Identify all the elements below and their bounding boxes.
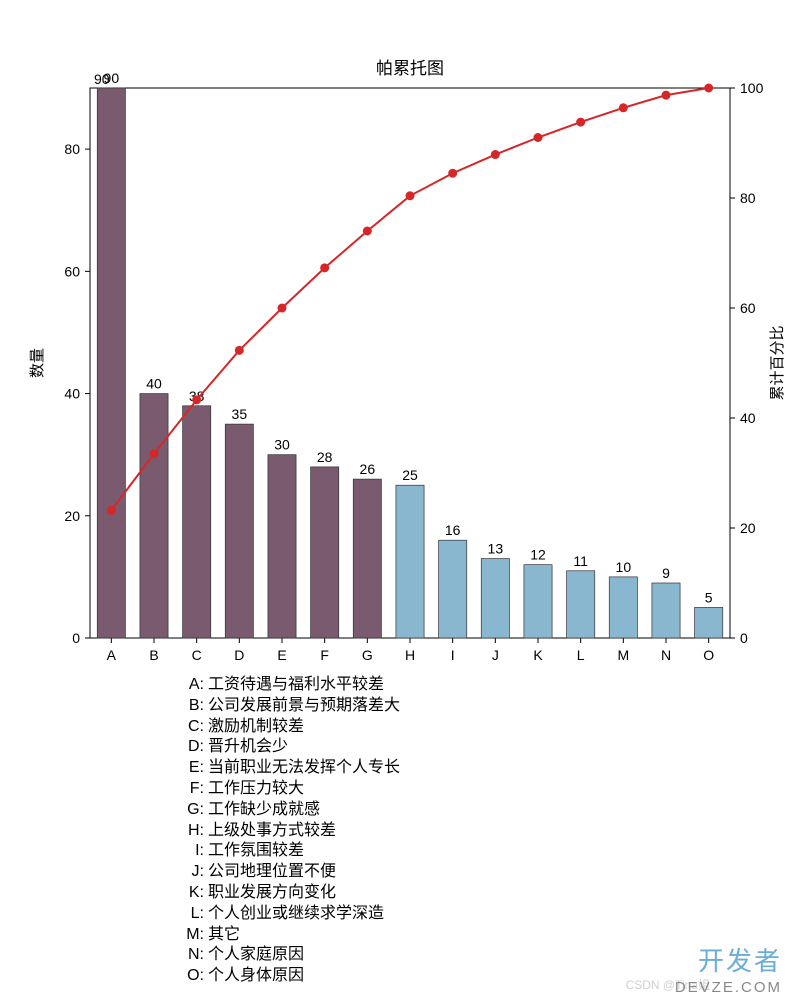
svg-text:I: I	[451, 647, 455, 663]
legend-row: K: 职业发展方向变化	[180, 883, 400, 904]
svg-text:40: 40	[146, 376, 162, 392]
svg-text:G: G	[362, 647, 373, 663]
svg-text:0: 0	[72, 630, 80, 646]
legend-row: C: 激励机制较差	[180, 717, 400, 738]
svg-text:20: 20	[64, 508, 80, 524]
watermark-cn: 开发者	[698, 941, 782, 978]
svg-text:9: 9	[662, 565, 670, 581]
svg-text:O: O	[703, 647, 714, 663]
svg-text:60: 60	[64, 263, 80, 279]
legend-row: G: 工作缺少成就感	[180, 800, 400, 821]
svg-text:J: J	[492, 647, 499, 663]
svg-text:35: 35	[232, 406, 248, 422]
svg-text:M: M	[617, 647, 629, 663]
svg-text:C: C	[192, 647, 202, 663]
svg-text:20: 20	[740, 520, 756, 536]
svg-text:13: 13	[488, 541, 504, 557]
legend-row: I: 工作氛围较差	[180, 841, 400, 862]
legend-row: N: 个人家庭原因	[180, 945, 400, 966]
legend-row: J: 公司地理位置不便	[180, 862, 400, 883]
category-legend: A: 工资待遇与福利水平较差B: 公司发展前景与预期落差大C: 激励机制较差D:…	[180, 675, 400, 987]
svg-text:90: 90	[104, 70, 120, 86]
svg-text:16: 16	[445, 522, 461, 538]
svg-text:K: K	[533, 647, 543, 663]
svg-text:D: D	[234, 647, 244, 663]
svg-text:28: 28	[317, 449, 333, 465]
legend-row: H: 上级处事方式较差	[180, 821, 400, 842]
svg-text:0: 0	[740, 630, 748, 646]
svg-text:40: 40	[64, 386, 80, 402]
legend-row: A: 工资待遇与福利水平较差	[180, 675, 400, 696]
watermark-en: DEVZE.COM	[675, 979, 782, 996]
svg-text:B: B	[149, 647, 158, 663]
svg-text:30: 30	[274, 437, 290, 453]
svg-text:L: L	[577, 647, 585, 663]
svg-text:帕累托图: 帕累托图	[376, 59, 444, 78]
svg-text:11: 11	[573, 553, 588, 569]
svg-text:5: 5	[705, 589, 713, 605]
legend-row: O: 个人身体原因	[180, 966, 400, 987]
legend-row: F: 工作压力较大	[180, 779, 400, 800]
svg-text:数量: 数量	[29, 348, 46, 378]
svg-text:F: F	[320, 647, 329, 663]
legend-row: M: 其它	[180, 925, 400, 946]
legend-row: D: 晋升机会少	[180, 737, 400, 758]
pareto-chart: 帕累托图 0 20 40 60 80 90 0 20 40 60 80 100 数量 累计百分比 A B C D E F…	[0, 0, 800, 680]
svg-text:N: N	[661, 647, 671, 663]
svg-text:80: 80	[740, 190, 756, 206]
svg-text:H: H	[405, 647, 415, 663]
svg-text:12: 12	[530, 547, 546, 563]
svg-text:累计百分比: 累计百分比	[769, 325, 786, 400]
svg-text:100: 100	[740, 80, 764, 96]
legend-row: L: 个人创业或继续求学深造	[180, 904, 400, 925]
svg-text:80: 80	[64, 141, 80, 157]
legend-row: E: 当前职业无法发挥个人专长	[180, 758, 400, 779]
legend-row: B: 公司发展前景与预期落差大	[180, 696, 400, 717]
svg-text:10: 10	[616, 559, 632, 575]
svg-text:60: 60	[740, 300, 756, 316]
svg-text:E: E	[277, 647, 286, 663]
svg-text:26: 26	[360, 461, 376, 477]
svg-text:25: 25	[402, 467, 418, 483]
svg-text:A: A	[107, 647, 117, 663]
svg-text:40: 40	[740, 410, 756, 426]
